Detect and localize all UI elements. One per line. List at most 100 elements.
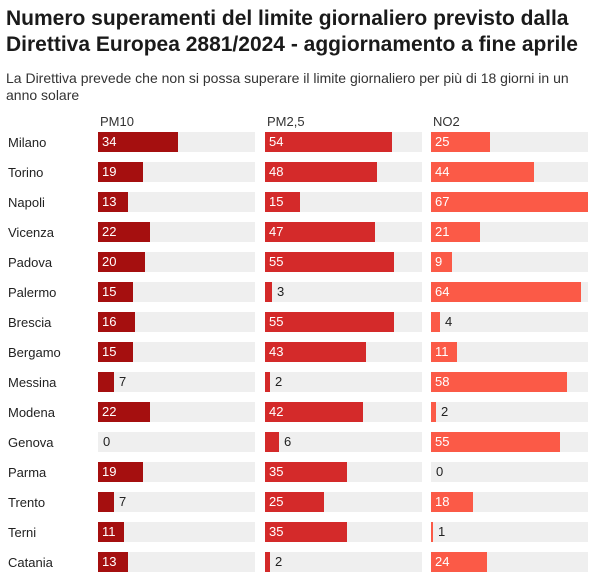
bar xyxy=(98,342,133,362)
bar xyxy=(265,462,347,482)
bar-track: 35 xyxy=(265,522,422,542)
bar xyxy=(265,282,272,302)
data-label: 25 xyxy=(269,494,284,509)
chart-row: Palermo 15 3 64 xyxy=(0,279,600,309)
bar-track: 13 xyxy=(98,192,255,212)
chart-row: Padova 20 55 9 xyxy=(0,249,600,279)
bar-track: 7 xyxy=(98,372,255,392)
bar xyxy=(265,522,347,542)
bar-track: 7 xyxy=(98,492,255,512)
bar xyxy=(431,252,452,272)
bar-track: 55 xyxy=(431,432,588,452)
data-label: 58 xyxy=(435,374,450,389)
row-label: Trento xyxy=(8,495,46,510)
bar-track: 0 xyxy=(98,432,255,452)
bar-track: 42 xyxy=(265,402,422,422)
bar-track: 22 xyxy=(98,402,255,422)
bar-track: 6 xyxy=(265,432,422,452)
bar xyxy=(265,432,279,452)
chart-row: Terni 11 35 1 xyxy=(0,519,600,549)
bar xyxy=(431,372,567,392)
data-label: 22 xyxy=(102,404,117,419)
bar-track: 2 xyxy=(265,552,422,572)
bar xyxy=(431,132,490,152)
bar xyxy=(98,192,128,212)
data-label: 44 xyxy=(435,164,450,179)
data-label: 15 xyxy=(269,194,284,209)
data-label: 3 xyxy=(277,284,285,299)
bar xyxy=(431,312,440,332)
bar-track: 55 xyxy=(265,252,422,272)
bar-track: 11 xyxy=(98,522,255,542)
bar xyxy=(98,282,133,302)
data-label: 2 xyxy=(441,404,449,419)
bar-track: 1 xyxy=(431,522,588,542)
column-header: PM10 xyxy=(100,114,134,129)
chart-row: Napoli 13 15 67 xyxy=(0,189,600,219)
bar xyxy=(431,282,581,302)
bar-track: 13 xyxy=(98,552,255,572)
bar-track: 19 xyxy=(98,162,255,182)
data-label: 0 xyxy=(103,434,111,449)
row-label: Parma xyxy=(8,465,47,480)
data-label: 18 xyxy=(435,494,450,509)
bar xyxy=(431,162,534,182)
bar-track: 15 xyxy=(98,282,255,302)
row-label: Vicenza xyxy=(8,225,55,240)
data-label: 16 xyxy=(102,314,117,329)
data-label: 24 xyxy=(435,554,450,569)
bar xyxy=(98,312,135,332)
data-label: 0 xyxy=(436,464,444,479)
row-label: Messina xyxy=(8,375,57,390)
data-label: 35 xyxy=(269,524,284,539)
bar xyxy=(265,312,394,332)
data-label: 55 xyxy=(435,434,450,449)
data-label: 15 xyxy=(102,344,117,359)
bar-track: 20 xyxy=(98,252,255,272)
bar-track: 11 xyxy=(431,342,588,362)
bar xyxy=(265,162,377,182)
chart-title: Numero superamenti del limite giornalier… xyxy=(6,7,578,56)
data-label: 2 xyxy=(275,554,283,569)
bar-track: 4 xyxy=(431,312,588,332)
bar-track: 15 xyxy=(98,342,255,362)
chart-row: Brescia 16 55 4 xyxy=(0,309,600,339)
chart-row: Modena 22 42 2 xyxy=(0,399,600,429)
bar-track: 9 xyxy=(431,252,588,272)
chart-row: Catania 13 2 24 xyxy=(0,549,600,579)
bar-track: 47 xyxy=(265,222,422,242)
column-header: NO2 xyxy=(433,114,460,129)
data-label: 25 xyxy=(435,134,450,149)
row-label: Palermo xyxy=(8,285,57,300)
data-label: 42 xyxy=(269,404,284,419)
bar xyxy=(98,252,145,272)
bar-track: 15 xyxy=(265,192,422,212)
row-label: Catania xyxy=(8,555,53,570)
bar xyxy=(265,252,394,272)
bar-track: 34 xyxy=(98,132,255,152)
data-label: 13 xyxy=(102,194,117,209)
data-label: 43 xyxy=(269,344,284,359)
data-label: 54 xyxy=(269,134,284,149)
bar-track: 2 xyxy=(431,402,588,422)
bar xyxy=(265,402,363,422)
bar xyxy=(431,192,588,212)
data-label: 4 xyxy=(445,314,453,329)
data-label: 55 xyxy=(269,314,284,329)
data-label: 11 xyxy=(435,344,449,359)
row-label: Terni xyxy=(8,525,37,540)
bar-track: 2 xyxy=(265,372,422,392)
bar xyxy=(265,492,324,512)
bar xyxy=(98,492,114,512)
row-label: Genova xyxy=(8,435,54,450)
bar xyxy=(431,552,487,572)
bar xyxy=(265,192,300,212)
row-label: Milano xyxy=(8,135,47,150)
row-label: Padova xyxy=(8,255,53,270)
bar xyxy=(431,222,480,242)
bar xyxy=(98,522,124,542)
data-label: 13 xyxy=(102,554,117,569)
bar-track: 58 xyxy=(431,372,588,392)
data-label: 2 xyxy=(275,374,283,389)
data-label: 11 xyxy=(102,524,116,539)
